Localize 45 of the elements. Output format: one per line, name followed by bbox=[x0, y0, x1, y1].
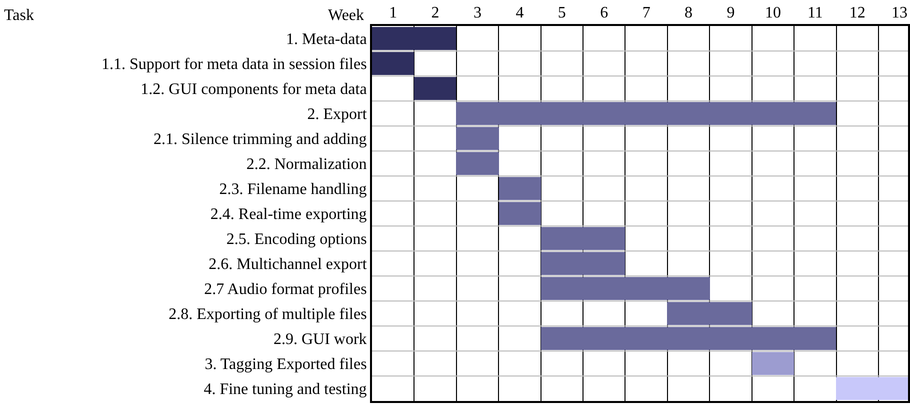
bar bbox=[456, 152, 499, 175]
y-tick-label: 2.2. Normalization bbox=[246, 156, 367, 174]
y-tick-label: 2.1. Silence trimming and adding bbox=[154, 131, 367, 148]
y-tick-label: 2.5. Encoding options bbox=[226, 231, 367, 248]
y-tick-label: 2. Export bbox=[307, 106, 368, 124]
y-tick-label: 1.1. Support for meta data in session files bbox=[102, 56, 367, 74]
bar bbox=[541, 327, 836, 350]
y-tick-label: 2.4. Real-time exporting bbox=[210, 206, 367, 224]
bar bbox=[414, 77, 456, 100]
x-tick-label: 3 bbox=[474, 4, 482, 22]
bar bbox=[667, 302, 752, 325]
x-tick-label: 9 bbox=[726, 4, 735, 22]
x-tick-label: 5 bbox=[558, 4, 566, 22]
y-tick-label: 1.2. GUI components for meta data bbox=[140, 81, 367, 98]
y-tick-label: 2.9. GUI work bbox=[273, 331, 367, 348]
y-tick-label: 2.7 Audio format profiles bbox=[204, 281, 367, 298]
x-tick-label: 11 bbox=[807, 4, 823, 22]
x-tick-label: 7 bbox=[642, 4, 650, 22]
x-tick-label: 2 bbox=[431, 4, 440, 22]
x-axis-title: Week bbox=[328, 7, 364, 24]
y-tick-label: 2.3. Filename handling bbox=[219, 181, 367, 198]
y-tick-label: 1. Meta-data bbox=[286, 31, 367, 48]
bar bbox=[499, 177, 541, 200]
y-tick-label: 2.6. Multichannel export bbox=[208, 256, 368, 274]
x-tick-label: 4 bbox=[516, 4, 524, 22]
x-tick-label: 1 bbox=[389, 4, 398, 22]
bar bbox=[541, 252, 625, 275]
y-tick-label: 4. Fine tuning and testing bbox=[204, 381, 367, 398]
y-tick-label: 3. Tagging Exported files bbox=[204, 356, 367, 374]
y-tick-label: 2.8. Exporting of multiple files bbox=[168, 306, 367, 324]
x-tick-label: 8 bbox=[684, 4, 693, 22]
bar bbox=[541, 227, 625, 250]
bar bbox=[752, 352, 794, 375]
bar bbox=[541, 277, 710, 300]
bar bbox=[372, 27, 456, 50]
bar bbox=[499, 202, 541, 225]
x-tick-label: 10 bbox=[764, 4, 781, 22]
bar bbox=[456, 102, 836, 125]
bar bbox=[456, 127, 499, 150]
bar bbox=[836, 377, 908, 400]
y-axis-title: Task bbox=[4, 7, 34, 24]
x-tick-label: 12 bbox=[849, 4, 866, 22]
bar bbox=[372, 52, 414, 75]
x-tick-label: 6 bbox=[600, 4, 608, 22]
x-tick-label: 13 bbox=[892, 4, 908, 22]
